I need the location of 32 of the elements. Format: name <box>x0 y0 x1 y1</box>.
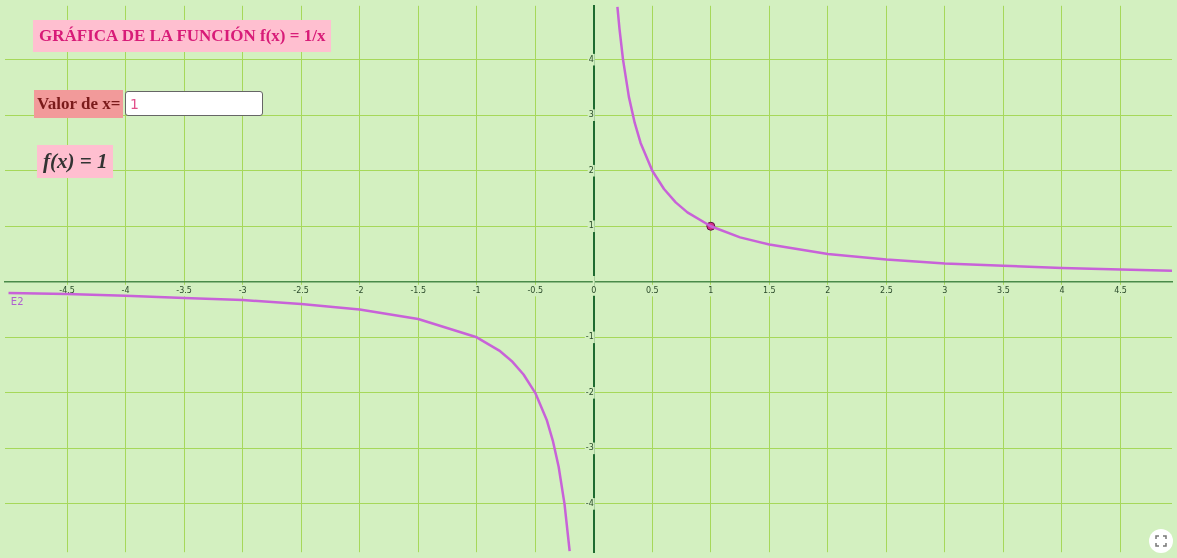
y-tick-label: -1 <box>585 332 594 342</box>
x-tick-label: 2 <box>825 285 831 295</box>
text-field: 1 <box>125 91 263 116</box>
y-tick-label: -4 <box>585 498 594 508</box>
x-tick-label: 0.5 <box>645 285 659 295</box>
text: GRÁFICA DE LA FUNCIÓN f(x) = 1/x <box>33 20 332 52</box>
x-tick-label: 0 <box>591 285 597 295</box>
x-tick-label: 3 <box>942 285 948 295</box>
x-tick-label: 2.5 <box>880 285 893 295</box>
x-tick-label: -1.5 <box>410 285 426 295</box>
x-tick-label: -4.5 <box>59 285 75 295</box>
y-tick-label: 4 <box>588 54 594 64</box>
y-tick-label: 3 <box>588 110 594 120</box>
annotation: E2 <box>10 296 24 308</box>
x-tick-label: 3.5 <box>997 285 1010 295</box>
x-tick-label: 1.5 <box>762 285 776 295</box>
x-tick-label: 4 <box>1059 285 1065 295</box>
x-tick-label: 4.5 <box>1114 285 1127 295</box>
x-tick-label: 1 <box>708 285 714 295</box>
y-tick-label: 2 <box>588 165 594 175</box>
y-tick-label: -3 <box>585 443 594 453</box>
x-tick-label: -2 <box>355 285 364 295</box>
x-tick-label: -0.5 <box>527 285 544 295</box>
x-tick-label: -3 <box>238 285 247 295</box>
y-tick-label: -2 <box>585 387 594 397</box>
x-tick-label: -4 <box>121 285 130 295</box>
annotation: Valor de x= <box>34 90 124 118</box>
y-tick-label: 1 <box>588 221 594 231</box>
annotation: f(x) = 1 <box>37 145 114 178</box>
x-tick-label: -3.5 <box>176 285 192 295</box>
x-tick-label: -1 <box>472 285 481 295</box>
x-tick-label: -2.5 <box>293 285 309 295</box>
